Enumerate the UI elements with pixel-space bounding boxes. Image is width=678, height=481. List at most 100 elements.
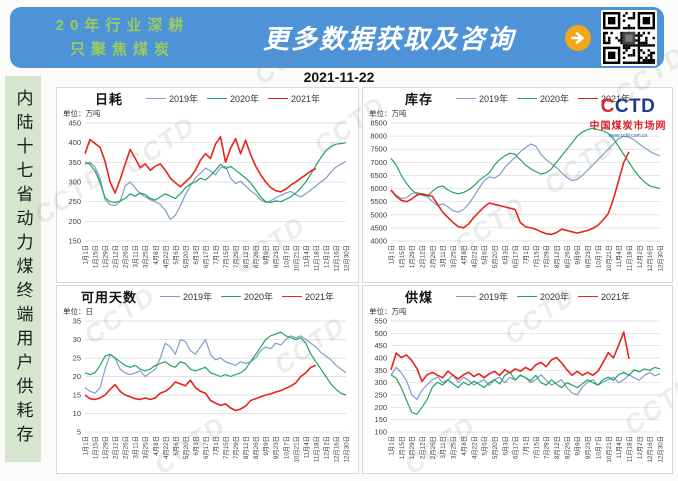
sidebar-vertical-title: 内陆十七省动力煤终端用户供耗存 [12, 89, 33, 449]
x-axis-tick-label: 1月29日 [102, 436, 110, 459]
chart-plot-daily-consumption: 150 200 250 300 350 400 450 1月1日 1月15日 1月29日 2月12日… [68, 119, 350, 272]
y-axis-tick-label: 200 [374, 403, 387, 412]
unit-label: 单位：日 [63, 307, 93, 316]
x-axis-tick-label: 1月15日 [92, 436, 100, 459]
x-axis-tick-label: 5月20日 [182, 245, 190, 268]
x-axis-tick-label: 7月29日 [232, 436, 240, 459]
x-axis-tick-label: 4月8日 [152, 436, 160, 456]
legend-item: 2021年 [282, 290, 334, 303]
x-axis-tick-label: 1月1日 [82, 245, 90, 265]
x-axis-tick-label: 6月3日 [501, 245, 509, 265]
x-axis-tick-label: 8月26日 [252, 245, 260, 268]
y-axis-tick-label: 10 [73, 409, 81, 418]
y-axis-tick-label: 35 [73, 317, 81, 326]
x-axis-tick-label: 7月1日 [522, 245, 530, 265]
legend-line-swatch [159, 296, 180, 297]
x-axis-tick-label: 1月15日 [92, 245, 100, 268]
y-axis-tick-label: 200 [68, 217, 81, 226]
legend-item: 2019年 [159, 290, 212, 303]
tagline-line1: 20年行业深耕 [55, 17, 190, 35]
legend-line-swatch [578, 98, 599, 99]
x-axis-tick-label: 3月25日 [142, 436, 150, 459]
x-axis-tick-label: 12月16日 [332, 436, 340, 463]
x-axis-tick-label: 6月17日 [202, 436, 210, 459]
legend-line-swatch [455, 98, 476, 99]
legend-label: 2019年 [478, 292, 508, 302]
x-axis-tick-label: 11月4日 [615, 245, 623, 268]
x-axis-tick-label: 5月6日 [172, 436, 180, 456]
series-line-2020年 [390, 127, 661, 198]
y-axis-tick-label: 400 [374, 354, 387, 363]
x-axis-tick-label: 12月2日 [636, 245, 644, 268]
y-axis-tick-label: 4000 [370, 237, 387, 246]
legend-item: 2020年 [516, 290, 569, 303]
x-axis-tick-label: 3月11日 [439, 245, 447, 268]
unit-label: 单位：万吨 [63, 109, 101, 118]
charts-grid: 日耗 2019年 2020年 2021年单位：万吨 150 200 250 300 350 400… [56, 87, 673, 475]
x-axis-tick-label: 1月1日 [82, 436, 90, 456]
legend-label: 2019年 [182, 292, 212, 302]
x-axis-tick-label: 2月26日 [122, 245, 130, 268]
x-axis-tick-label: 3月25日 [450, 245, 458, 268]
x-axis-tick-label: 2月12日 [419, 245, 427, 268]
chart-daily-consumption: 日耗 2019年 2020年 2021年单位：万吨 150 200 250 300 350 400… [56, 87, 359, 283]
x-axis-tick-label: 1月15日 [398, 245, 406, 268]
x-axis-tick-label: 7月29日 [543, 436, 551, 459]
x-axis-tick-label: 7月1日 [212, 245, 220, 265]
legend-label: 2021年 [601, 292, 631, 302]
y-axis-tick-label: 5000 [370, 210, 387, 219]
x-axis-tick-label: 7月15日 [532, 245, 540, 268]
x-axis-tick-label: 7月29日 [543, 245, 551, 268]
x-axis-tick-label: 5月6日 [481, 245, 489, 265]
x-axis-tick-label: 11月4日 [302, 436, 310, 459]
x-axis-tick-label: 5月20日 [491, 436, 499, 459]
x-axis-tick-label: 12月16日 [646, 436, 654, 463]
legend-label: 2020年 [243, 292, 274, 302]
y-axis-tick-label: 5 [77, 428, 81, 437]
x-axis-tick-label: 5月6日 [172, 245, 180, 265]
x-axis-tick-label: 1月29日 [102, 245, 110, 268]
x-axis-tick-label: 6月17日 [512, 436, 520, 459]
arrow-right-glyph [570, 31, 584, 44]
x-axis-tick-label: 3月25日 [450, 436, 458, 459]
x-axis-tick-label: 9月23日 [272, 436, 280, 459]
legend-line-swatch [516, 98, 537, 99]
cctd-logo-c: C [600, 96, 615, 117]
x-axis-tick-label: 6月17日 [512, 245, 520, 268]
legend-item: 2021年 [578, 92, 630, 105]
arrow-right-icon [565, 24, 591, 51]
qr-code [601, 9, 657, 66]
x-axis-tick-label: 10月7日 [282, 436, 290, 459]
legend-line-swatch [578, 296, 599, 297]
x-axis-tick-label: 8月12日 [553, 436, 561, 459]
y-axis-tick-label: 250 [374, 391, 387, 400]
y-axis-tick-label: 7000 [370, 158, 387, 167]
x-axis-tick-label: 10月21日 [605, 436, 613, 463]
y-axis-tick-label: 8000 [370, 132, 387, 141]
legend-line-swatch [516, 296, 537, 297]
legend-item: 2019年 [455, 92, 508, 105]
legend-item: 2020年 [516, 92, 569, 105]
chart-header: 日耗 2019年 2020年 2021年 [57, 88, 358, 107]
legend-line-swatch [455, 296, 476, 297]
legend-item: 2019年 [145, 92, 198, 105]
series-line-2020年 [84, 142, 347, 204]
legend-label: 2019年 [168, 94, 198, 104]
y-axis-tick-label: 15 [73, 391, 81, 400]
y-axis-tick-label: 4500 [370, 223, 387, 232]
x-axis-tick-label: 9月23日 [584, 436, 592, 459]
y-axis-tick-label: 6000 [370, 184, 387, 193]
series-line-2021年 [390, 331, 630, 383]
chart-title: 库存 [404, 92, 433, 107]
x-axis-tick-label: 7月15日 [532, 436, 540, 459]
series-line-2021年 [84, 135, 317, 194]
x-axis-tick-label: 8月26日 [563, 245, 571, 268]
x-axis-tick-label: 9月23日 [272, 245, 280, 268]
x-axis-tick-label: 10月21日 [605, 245, 613, 272]
legend-item: 2021年 [578, 290, 630, 303]
cctd-logo-url: www.cctd.com.cn [608, 133, 648, 139]
x-axis-tick-label: 12月2日 [322, 436, 330, 459]
x-axis-tick-label: 5月20日 [182, 436, 190, 459]
x-axis-tick-label: 7月15日 [222, 245, 230, 268]
